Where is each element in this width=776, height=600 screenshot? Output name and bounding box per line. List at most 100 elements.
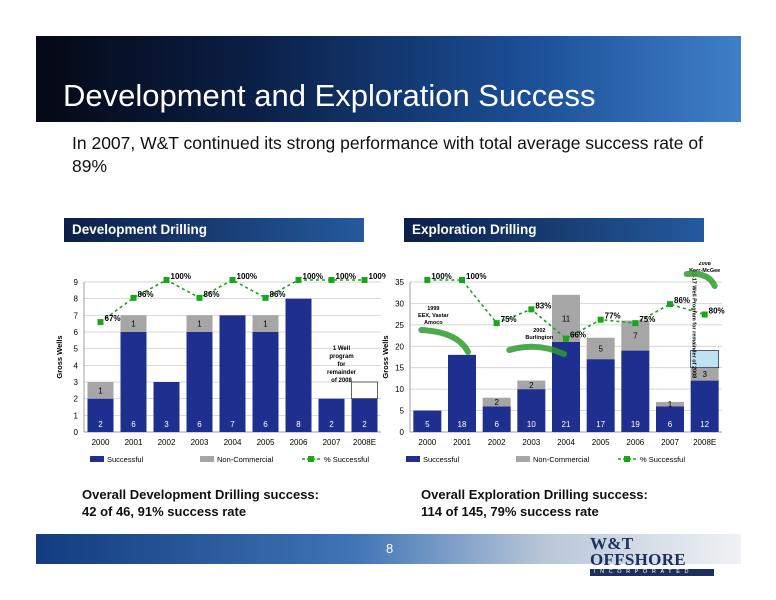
dev-y-tick-label: 2 [74, 395, 79, 404]
exp-bar-noncommercial-label: 3 [702, 370, 707, 379]
exp-bar-noncommercial [552, 294, 580, 342]
dev-y-tick-label: 5 [74, 345, 79, 354]
exp-x-tick-label: 2008E [693, 438, 716, 447]
exp-pct-label: 77% [605, 312, 621, 321]
exp-bar-successful [448, 354, 476, 432]
dev-bar-successful-label: 8 [296, 420, 301, 429]
exp-bar-noncommercial-label: 1 [668, 400, 673, 409]
dev-section-header: Development Drilling [64, 218, 364, 242]
exp-y-axis-label: Gross Wells [381, 335, 390, 378]
exp-y-tick-label: 25 [395, 321, 404, 330]
exp-summary: Overall Exploration Drilling success: 11… [421, 486, 648, 520]
dev-y-tick-label: 0 [74, 428, 79, 437]
exp-x-tick-label: 2000 [418, 438, 436, 447]
dev-pct-marker [295, 277, 302, 283]
dev-pct-marker [130, 294, 137, 301]
dev-y-tick-label: 3 [74, 378, 79, 387]
dev-y-tick-label: 8 [74, 295, 79, 304]
dev-bar-noncommercial [87, 382, 114, 399]
exp-annotation-arrow [506, 343, 567, 357]
dev-bar-successful-label: 2 [362, 420, 367, 429]
dev-summary: Overall Development Drilling success: 42… [82, 486, 319, 520]
dev-bar-successful [153, 382, 180, 432]
exp-bar-noncommercial-label: 2 [494, 398, 499, 407]
exp-bar-noncommercial-label: 7 [633, 332, 638, 341]
exp-legend-pct-marker [624, 456, 630, 462]
exp-bar-successful-label: 17 [596, 420, 605, 429]
dev-bar-noncommercial-label: 1 [197, 320, 202, 329]
page-title: Development and Exploration Success [63, 78, 596, 113]
exp-bar-noncommercial-label: 11 [562, 314, 571, 323]
exp-legend-noncommercial-swatch [516, 456, 530, 462]
exp-y-tick-label: 10 [395, 385, 404, 394]
exp-bar-successful-label: 6 [494, 420, 499, 429]
dev-bar-successful [87, 398, 114, 432]
dev-x-tick-label: 2005 [257, 438, 275, 447]
exp-legend-successful-label: Successful [423, 455, 460, 464]
exp-y-tick-label: 35 [395, 278, 404, 287]
dev-legend-noncommercial-swatch [200, 456, 214, 462]
exp-annotation: EEX, Vastar [418, 313, 449, 319]
exp-x-tick-label: 2005 [592, 438, 610, 447]
dev-remainder-note: for [338, 362, 347, 368]
exp-annotation-arrow [418, 327, 471, 355]
exp-bar-successful [482, 406, 511, 432]
exp-bar-noncommercial [482, 397, 511, 407]
exp-annotation: 2002 [533, 328, 545, 334]
dev-bar-successful-label: 3 [164, 420, 169, 429]
exp-pct-label: 100% [431, 272, 451, 281]
dev-x-tick-label: 2007 [323, 438, 341, 447]
dev-bar-successful-label: 6 [131, 420, 136, 429]
footer-bar [36, 534, 741, 564]
dev-pct-label: 86% [270, 290, 286, 299]
dev-bar-noncommercial [252, 315, 279, 332]
exp-x-tick-label: 2002 [488, 438, 506, 447]
dev-x-tick-label: 2002 [158, 438, 176, 447]
dev-x-tick-label: 2006 [290, 438, 308, 447]
exp-bar-noncommercial [586, 337, 615, 360]
dev-bar-successful-label: 2 [329, 420, 334, 429]
exp-bar-successful-label: 18 [458, 420, 467, 429]
exp-pct-label: 100% [466, 272, 486, 281]
dev-x-tick-label: 2001 [125, 438, 143, 447]
exp-pct-label: 86% [674, 296, 690, 305]
dev-summary-line2: 42 of 46, 91% success rate [82, 504, 247, 519]
dev-remainder-note: remainder [327, 370, 357, 376]
exp-pct-label: 75% [501, 315, 517, 324]
exp-pct-marker [424, 277, 431, 283]
exp-bar-noncommercial [656, 402, 684, 407]
exp-pct-marker [667, 301, 673, 308]
exp-bar-remainder [690, 350, 719, 369]
dev-bar-successful [219, 315, 246, 432]
exp-pct-marker [632, 320, 639, 327]
exp-pct-marker [493, 320, 500, 327]
exp-bar-successful-label: 12 [700, 420, 709, 429]
dev-bar-noncommercial-label: 1 [263, 320, 268, 329]
exp-chart: 0 5 10 15 20 25 30 35 Gross Wells 5 2000 18 2001 6 2 20… [380, 261, 725, 482]
dev-x-tick-label: 2004 [224, 438, 242, 447]
dev-pct-marker [229, 277, 236, 283]
dev-pct-label: 100% [303, 272, 323, 281]
exp-bar-noncommercial [517, 380, 546, 390]
dev-summary-line1: Overall Development Drilling success: [82, 487, 319, 502]
dev-y-tick-label: 1 [74, 411, 79, 420]
exp-x-tick-label: 2007 [661, 438, 679, 447]
exp-legend-noncommercial-label: Non-Commercial [533, 455, 590, 464]
dev-pct-label: 100% [369, 272, 387, 281]
dev-bar-noncommercial-label: 1 [98, 386, 103, 395]
dev-legend-successful-swatch [90, 456, 104, 462]
dev-pct-label: 100% [237, 272, 257, 281]
dev-bar-successful [318, 398, 345, 432]
header-bar [36, 36, 741, 122]
exp-pct-marker [701, 311, 708, 318]
dev-bar-noncommercial [186, 315, 213, 332]
exp-bar-successful-label: 21 [562, 420, 571, 429]
exp-bar-successful [413, 410, 442, 432]
exp-bar-successful [656, 406, 684, 432]
exp-legend-pct-label: % Successful [640, 455, 685, 464]
exp-bar-successful [690, 380, 719, 432]
exp-y-tick-label: 0 [400, 428, 405, 437]
exp-bar-successful-label: 19 [631, 420, 640, 429]
exp-pct-label: 75% [639, 315, 655, 324]
